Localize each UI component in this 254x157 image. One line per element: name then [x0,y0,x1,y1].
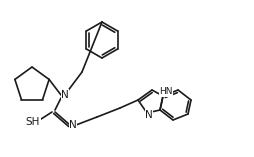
Text: SH: SH [26,117,40,127]
Text: N: N [145,110,153,120]
Text: N: N [69,120,77,130]
Text: N: N [61,90,69,100]
Text: HN: HN [159,87,173,97]
